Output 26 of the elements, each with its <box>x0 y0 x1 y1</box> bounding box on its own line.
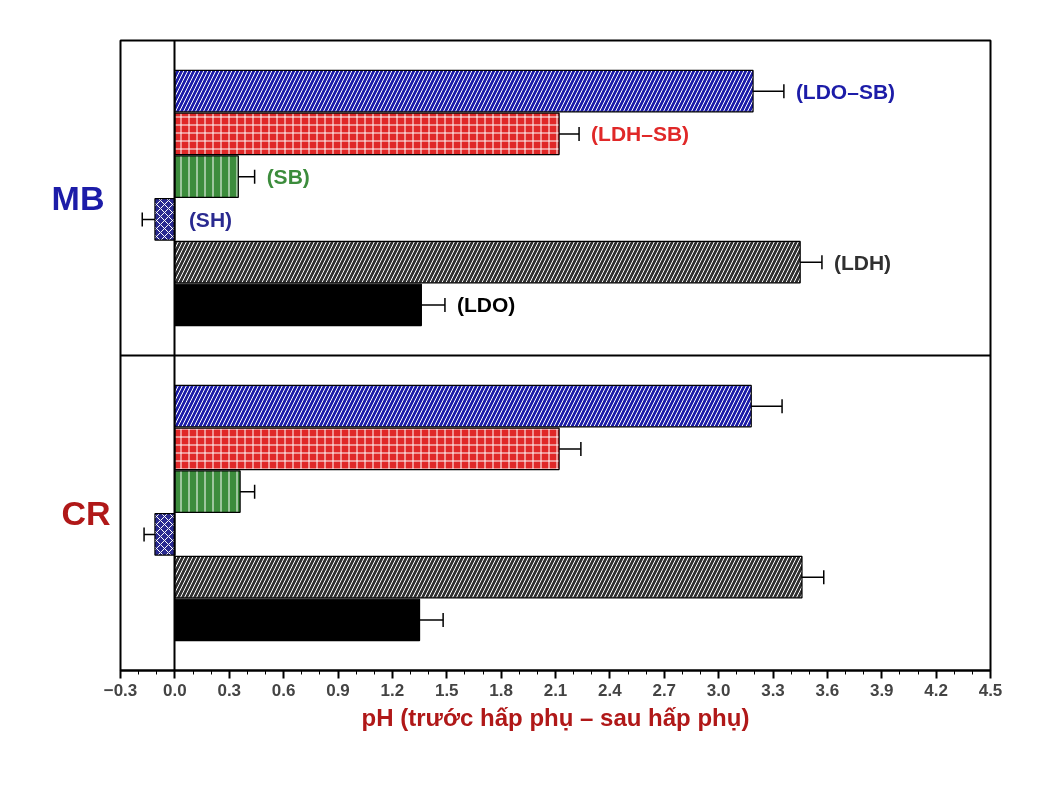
text: (LDO–SB) <box>795 79 896 103</box>
x-tick-label: 1.5 <box>434 680 459 700</box>
series-label: (LDH–SB) <box>591 122 690 146</box>
x-tick-label: −0.3 <box>103 680 138 700</box>
x-tick-label: 3.3 <box>761 680 785 700</box>
x-tick-label: 3.6 <box>815 680 840 700</box>
x-tick-label: 0.3 <box>217 680 242 700</box>
x-tick-label: 3.9 <box>869 680 894 700</box>
series-label: (SH) <box>188 207 233 231</box>
x-tick-label: 2.4 <box>598 680 623 700</box>
x-tick-label: 0.9 <box>326 680 350 700</box>
x-tick-label: 1.8 <box>489 680 513 700</box>
x-tick-label: 3.0 <box>706 680 731 700</box>
x-tick-label: 4.5 <box>978 680 1003 700</box>
x-tick-label: 2.7 <box>652 680 677 700</box>
x-tick-label: 0.0 <box>163 680 187 700</box>
y-tick-label: MB <box>51 179 105 217</box>
x-tick-label: 0.6 <box>271 680 296 700</box>
series-label: (LDH) <box>833 250 892 274</box>
series-label: (SB) <box>266 165 310 189</box>
x-tick-label: 2.1 <box>543 680 568 700</box>
x-tick-label: 4.2 <box>924 680 948 700</box>
x-tick-label: 1.2 <box>380 680 405 700</box>
series-label: (LDO) <box>456 293 516 317</box>
x-axis-title: pH (trước hấp phụ – sau hấp phụ) <box>361 703 750 731</box>
y-tick-label: CR <box>61 494 111 532</box>
